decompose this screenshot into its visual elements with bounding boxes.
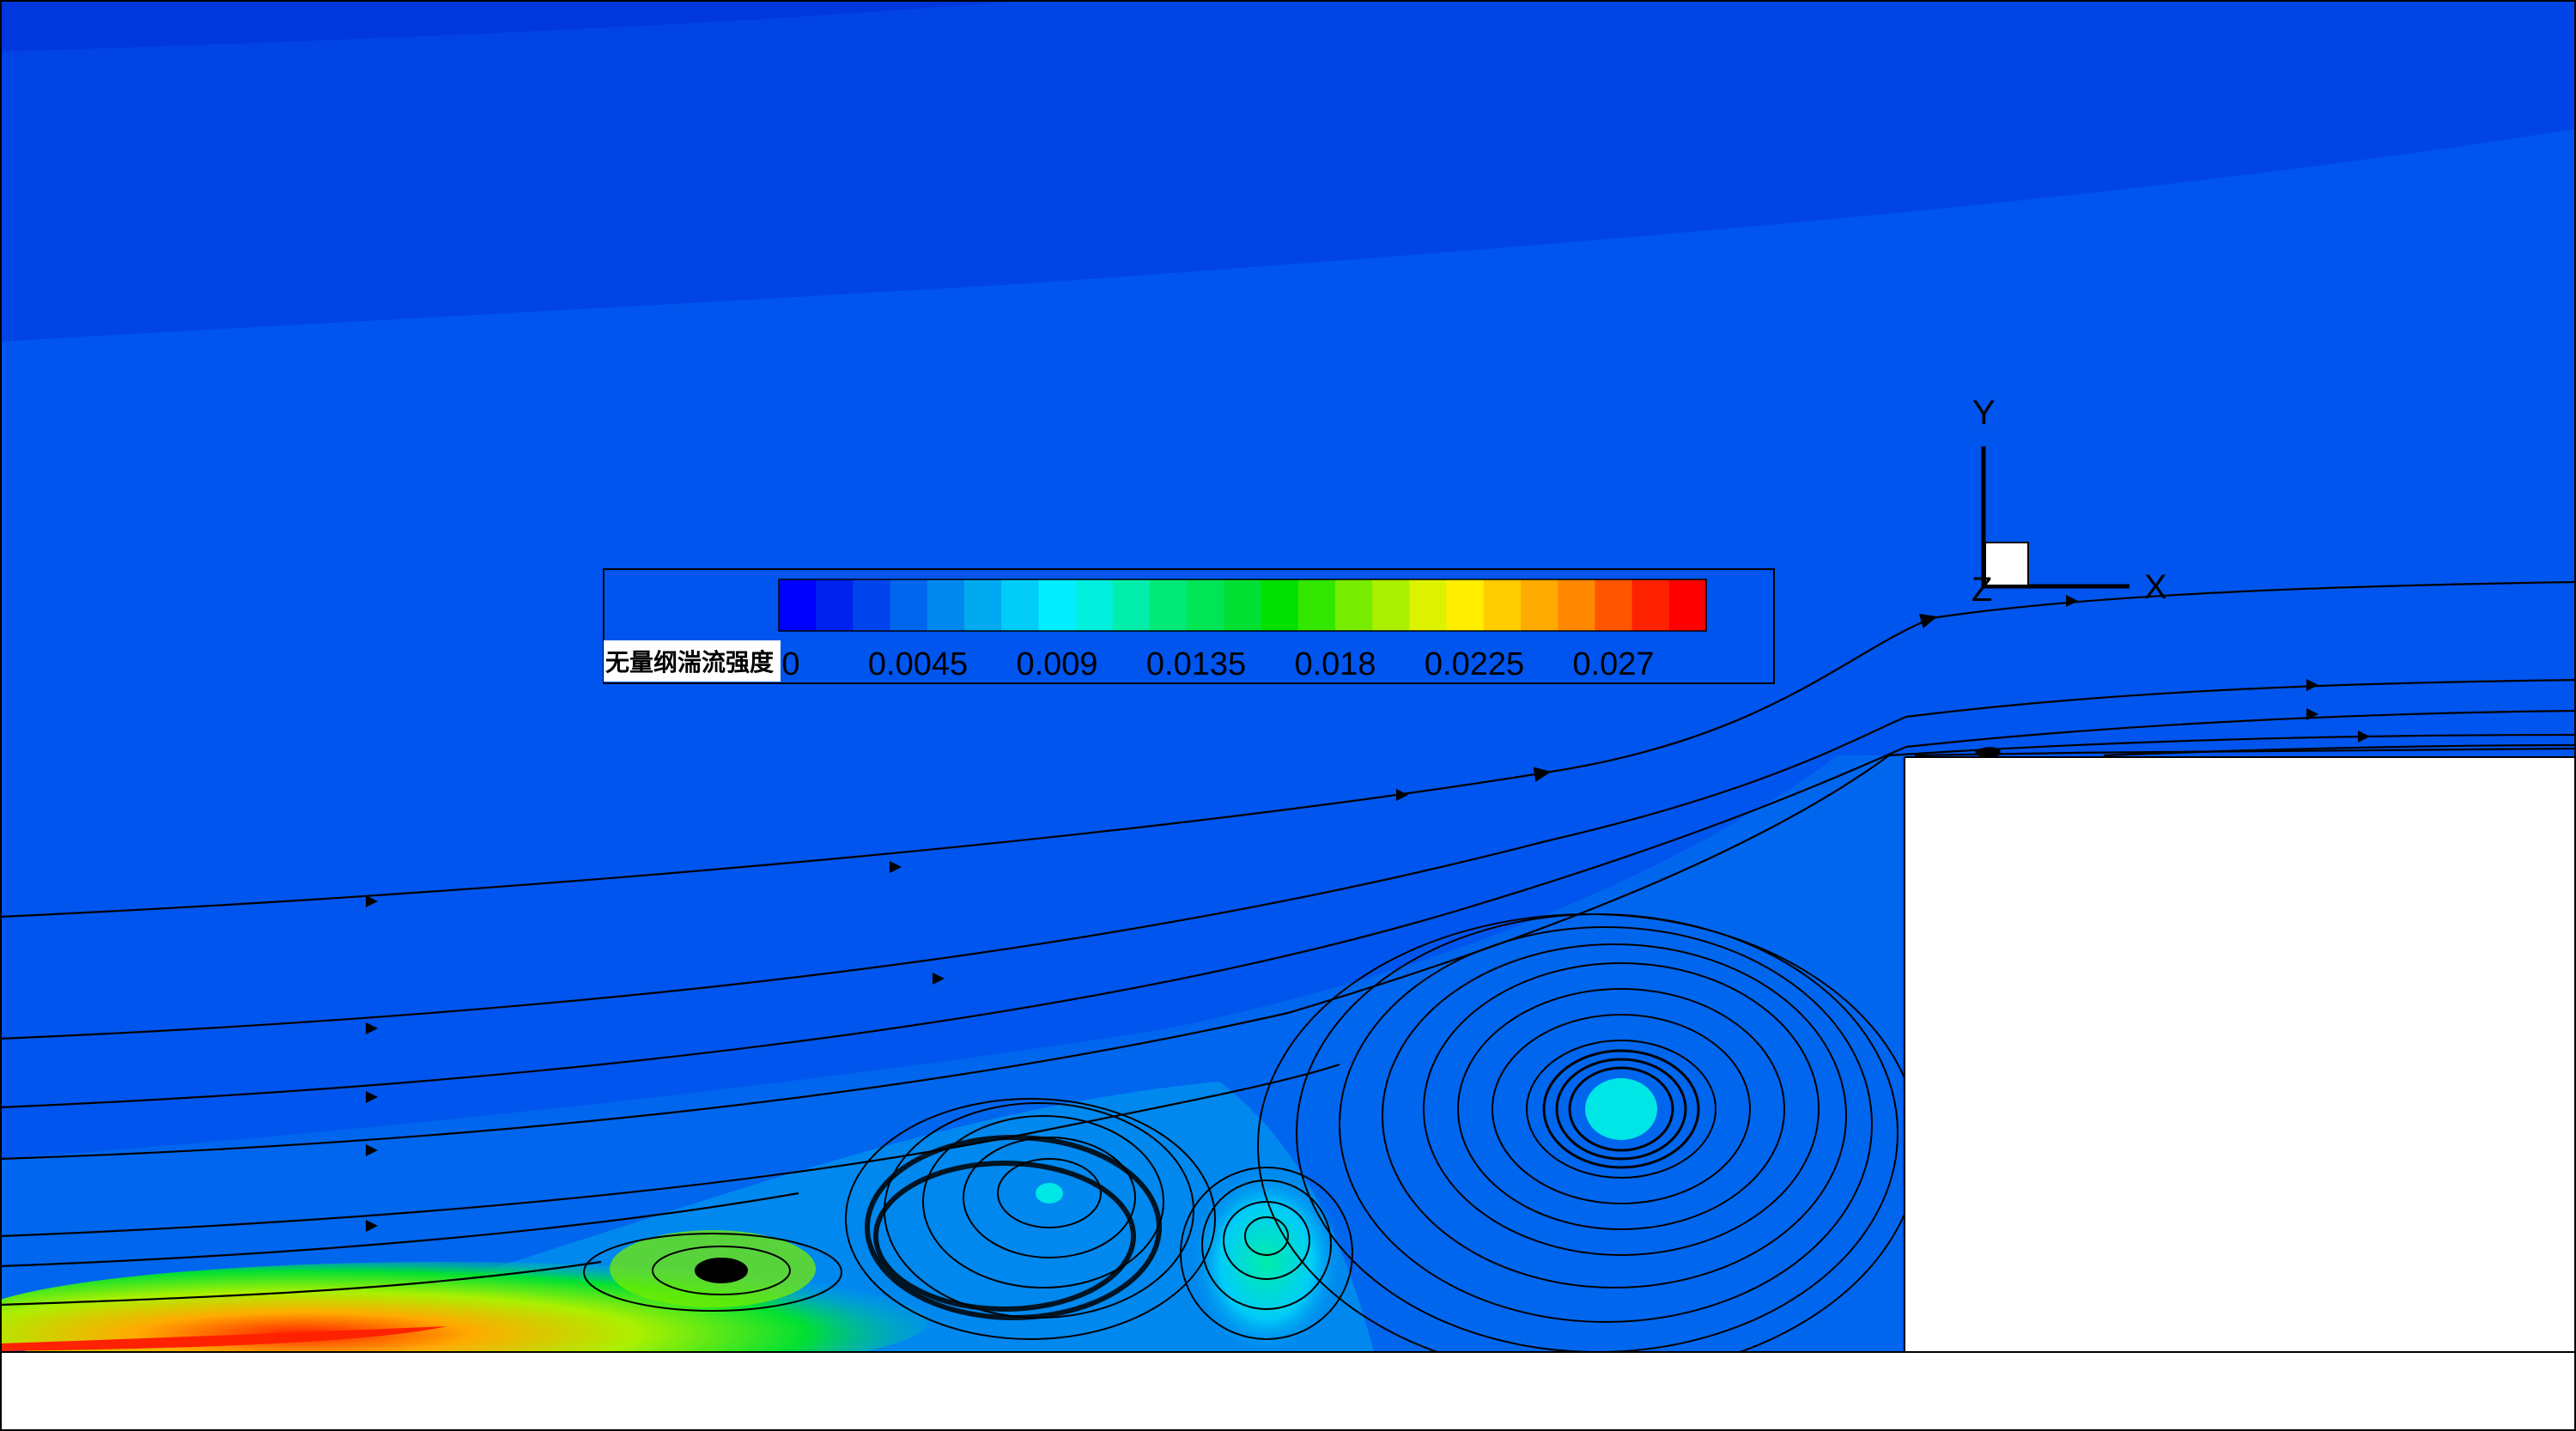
colorbar-swatch <box>1038 579 1077 631</box>
secondary-vortex-streamlines <box>1180 1167 1353 1340</box>
colorbar-swatch <box>1001 579 1039 631</box>
colorbar-outline <box>778 579 1707 632</box>
secondary-vortex-region <box>1189 1167 1344 1356</box>
colorbar-swatch <box>1409 579 1448 631</box>
colorbar-title-bg <box>604 640 781 682</box>
upper-contour-band <box>0 0 2576 342</box>
colorbar-frame <box>603 568 1775 684</box>
primary-vortex-dense-core <box>1542 1049 1700 1169</box>
colorbar-swatch <box>1372 579 1410 631</box>
colorbar-swatch <box>1335 579 1373 631</box>
middle-vortex-core <box>1036 1183 1063 1204</box>
colorbar-swatch <box>1631 579 1670 631</box>
triad-z-label: Z <box>1971 571 1992 609</box>
step-corner-vortex <box>1975 747 2001 758</box>
colorbar-tick-label: 0.0045 <box>868 646 968 682</box>
colorbar-swatch <box>1150 579 1188 631</box>
middle-vortex-dense <box>865 1135 1162 1320</box>
triad-z-box <box>1984 542 2029 586</box>
colorbar-swatch <box>1483 579 1522 631</box>
colorbar-swatch <box>1224 579 1262 631</box>
triad-y-label: Y <box>1972 394 1996 432</box>
wall-hot-strip <box>0 1326 447 1351</box>
colorbar-swatch <box>1521 579 1558 631</box>
colorbar-swatch <box>1261 579 1299 631</box>
colorbar-swatch <box>853 579 891 631</box>
colorbar-swatch <box>1297 579 1336 631</box>
colorbar-tick-label: 0.027 <box>1572 646 1654 682</box>
colorbar-tick-label: 0.0225 <box>1425 646 1524 682</box>
colorbar-tick-label: 0 <box>781 646 799 682</box>
colorbar-swatch <box>1668 579 1707 631</box>
colorbar-tick-labels: 0 0.0045 0.009 0.0135 0.018 0.0225 0.027 <box>781 646 1654 682</box>
colorbar-swatch <box>816 579 854 631</box>
colorbar-swatch <box>1187 579 1224 631</box>
bottom-wall <box>0 1352 2576 1431</box>
colorbar-swatch <box>1075 579 1114 631</box>
colorbar-swatch <box>1595 579 1633 631</box>
colorbar-legend: 无量纲湍流强度 0 0.0045 0.009 0.0135 0.018 0.0225 0.0… <box>603 568 1775 684</box>
colorbar-swatch <box>927 579 965 631</box>
colorbar-swatch <box>779 579 817 631</box>
streamline-arrows <box>366 595 2370 1232</box>
colorbar-tick-label: 0.009 <box>1016 646 1097 682</box>
axes-triad: Y X Z <box>1971 394 2167 609</box>
colorbar-swatches <box>778 579 1707 632</box>
colorbar-tick-label: 0.0135 <box>1146 646 1246 682</box>
upstream-vortex-streamlines <box>583 1233 842 1312</box>
upper-contour-band-2 <box>0 0 1030 52</box>
colorbar-swatch <box>890 579 928 631</box>
colorbar-swatch <box>1558 579 1595 631</box>
step-block <box>1905 757 2576 1352</box>
shear-layer-region <box>0 755 1902 1352</box>
colorbar-swatch <box>1112 579 1151 631</box>
colorbar-title: 无量纲湍流强度 <box>605 648 774 676</box>
colorbar-swatch <box>1446 579 1485 631</box>
colorbar-tick-label: 0.018 <box>1294 646 1376 682</box>
triad-x-label: X <box>2144 568 2167 606</box>
primary-vortex-core <box>1585 1078 1657 1140</box>
colorbar-swatch <box>964 579 1002 631</box>
streamlines <box>0 580 2576 1307</box>
